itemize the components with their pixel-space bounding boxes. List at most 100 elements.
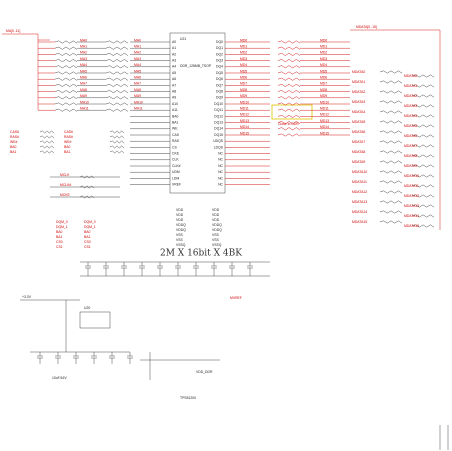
net-label: MDATA12: [352, 190, 367, 194]
resistor: [411, 74, 435, 78]
net-label: MCKE: [60, 193, 71, 197]
pin-label: VSS: [212, 233, 220, 237]
net-label: MDATA7: [352, 140, 365, 144]
resistor: [79, 195, 95, 199]
resistor: [39, 135, 55, 139]
pin-label: DQ8: [216, 89, 223, 93]
capacitor: [229, 262, 235, 276]
net-label: MDATA10: [352, 170, 367, 174]
resistor: [277, 52, 301, 56]
resistor: [105, 59, 129, 63]
pin-label: VDD: [212, 218, 220, 222]
net-label: MDATA9: [352, 160, 365, 164]
pin-label: DQ11: [214, 108, 223, 112]
pin-label: DQ2: [216, 52, 223, 56]
resistor: [277, 127, 301, 131]
pin-label: DQ14: [214, 127, 223, 131]
net-label: MA11: [134, 106, 143, 110]
net-label: MD0: [240, 38, 247, 42]
resistor: [277, 108, 301, 112]
net-label: MA7: [134, 82, 141, 86]
pin-label: A7: [172, 83, 176, 87]
net-label: MD14: [320, 125, 329, 129]
net-label: MDATA15: [352, 220, 367, 224]
resistor: [411, 214, 435, 218]
net-label: MD15: [320, 131, 329, 135]
net-label: MD1: [240, 44, 247, 48]
pin-label: DQ0: [216, 40, 223, 44]
net-label: MD12: [240, 113, 249, 117]
net-label: MCLK#: [60, 183, 71, 187]
net-label: MD14: [240, 125, 249, 129]
resistor: [277, 96, 301, 100]
resistor: [411, 224, 435, 228]
pin-label: VDD: [176, 218, 184, 222]
pin-label: VDDQ: [212, 223, 222, 227]
ic-body: [169, 32, 226, 194]
resistor: [379, 70, 403, 74]
resistor: [411, 134, 435, 138]
ic-part: DDR_128MB_TSOP: [180, 64, 212, 68]
net-label: MA9: [80, 94, 87, 98]
net-label: WE#: [64, 140, 71, 144]
resistor: [411, 84, 435, 88]
resistor: [109, 135, 125, 139]
resistor: [39, 150, 55, 154]
power-part: TPS51200: [180, 396, 196, 400]
resistor: [379, 130, 403, 134]
pin-label: VSS: [176, 238, 184, 242]
resistor: [277, 114, 301, 118]
capacitor: [127, 352, 133, 364]
net-label: MA8: [80, 88, 87, 92]
resistor: [379, 80, 403, 84]
resistor: [379, 150, 403, 154]
pin-label: LDM: [172, 176, 179, 180]
resistor: [277, 65, 301, 69]
net-label: MD5: [320, 69, 327, 73]
pin-label: UDM: [172, 170, 180, 174]
resistor: [79, 175, 95, 179]
power-wires: [20, 261, 270, 380]
resistor: [411, 154, 435, 158]
net-label: MA3: [80, 57, 87, 61]
resistor: [105, 65, 129, 69]
resistor: [379, 100, 403, 104]
capacitor: [85, 262, 91, 276]
edge-wires: [439, 425, 449, 450]
pin-label: A0: [172, 40, 176, 44]
net-label: MD9: [320, 94, 327, 98]
resistor: [277, 121, 301, 125]
resistor: [109, 145, 125, 149]
resistor: [54, 46, 78, 50]
resistor: [105, 52, 129, 56]
net-label: MA10: [134, 100, 143, 104]
pin-label: RAS: [172, 139, 180, 143]
capacitor: [73, 352, 79, 364]
pin-label: VDD: [212, 213, 220, 217]
resistor: [105, 46, 129, 50]
resistor: [105, 71, 129, 75]
net-label: BA0: [64, 145, 71, 149]
net-label: MDATA12: [404, 194, 419, 198]
net-label: MA1: [134, 44, 141, 48]
resistor: [277, 46, 301, 50]
net-label: WE#: [10, 140, 17, 144]
pin-label: NC: [218, 176, 223, 180]
resistor: [411, 194, 435, 198]
net-label: MD13: [320, 119, 329, 123]
net-label: CS0: [56, 240, 63, 244]
pin-label: DQ6: [216, 77, 223, 81]
net-label: CS0: [84, 240, 91, 244]
capacitor: [121, 262, 127, 276]
resistor: [277, 59, 301, 63]
pin-label: A11: [172, 108, 178, 112]
net-label: MD10: [320, 100, 329, 104]
net-label: MDATA13: [404, 204, 419, 208]
pin-label: LDQS: [214, 145, 224, 149]
bus-label: MDATA[0..15]: [356, 25, 377, 29]
net-label: MD0: [320, 38, 327, 42]
net-label: MD7: [240, 82, 247, 86]
resistor: [379, 200, 403, 204]
bus-line: [350, 29, 441, 230]
resistor: [379, 160, 403, 164]
